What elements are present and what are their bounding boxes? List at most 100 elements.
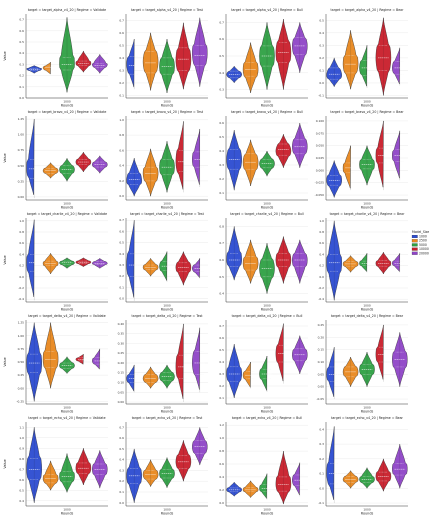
panel-title: target = target_bravo_v4_20 | Regime = T… — [131, 110, 204, 114]
y-tick-label: 0.0 — [119, 501, 124, 505]
violin-body — [392, 130, 400, 179]
y-tick-label: 1.1 — [19, 425, 24, 429]
y-tick-label: 0.5 — [119, 447, 124, 451]
y-tick-label: 0.1 — [119, 285, 124, 289]
y-tick-label: 0.4 — [119, 164, 124, 168]
x-axis-label: Rounds — [61, 104, 74, 108]
y-tick-label: 0.000 — [316, 168, 324, 172]
y-tick-label: 0.7 — [219, 241, 224, 245]
violin-body — [192, 128, 200, 185]
panel: target = target_charlie_v4_20 | Regime =… — [3, 212, 108, 312]
legend-entry-label: 1000 — [419, 235, 427, 239]
y-tick-label: 0.5 — [19, 40, 24, 44]
x-tick-label: 1000 — [263, 406, 271, 410]
y-tick-label: 0.4 — [219, 475, 224, 479]
y-tick-label: 0.5 — [219, 135, 224, 139]
y-tick-label: 0.2 — [219, 488, 224, 492]
x-axis-label: Rounds — [161, 512, 174, 516]
violin-body — [359, 253, 368, 273]
y-tick-label: 1.25 — [18, 117, 25, 121]
y-tick-label: 0.25 — [18, 373, 25, 377]
x-tick-label: 1000 — [363, 202, 371, 206]
violin-body — [392, 253, 400, 273]
x-tick-label: 1000 — [263, 304, 271, 308]
y-tick-label: 0.15 — [318, 348, 325, 352]
y-tick-label: 0.2 — [119, 81, 124, 85]
x-tick-label: 1000 — [63, 304, 71, 308]
y-tick-label: 0.3 — [119, 68, 124, 72]
panels-group: target = target_alpha_v4_20 | Regime = V… — [3, 8, 408, 516]
panel-title: target = target_charlie_v4_20 | Regime =… — [27, 212, 107, 216]
legend-entry-label: 20000 — [419, 251, 429, 255]
violin-body — [42, 61, 51, 75]
y-tick-label: 0.10 — [318, 360, 325, 364]
y-tick-label: -0.05 — [317, 397, 325, 401]
y-tick-label: 1.0 — [319, 219, 324, 223]
y-tick-label: 0.2 — [219, 384, 224, 388]
y-tick-label: 0.6 — [119, 31, 124, 35]
y-tick-label: 0.4 — [219, 71, 224, 75]
y-tick-label: 0.2 — [119, 274, 124, 278]
x-tick-label: 1000 — [163, 304, 171, 308]
y-tick-label: 0.100 — [316, 119, 324, 123]
y-tick-label: 1.0 — [119, 118, 124, 122]
y-tick-label: 0.3 — [119, 263, 124, 267]
violin-body — [375, 120, 384, 188]
y-tick-label: 0.35 — [118, 332, 125, 336]
y-tick-label: 0.3 — [119, 468, 124, 472]
y-tick-label: 0.5 — [119, 43, 124, 47]
y-tick-label: 0.75 — [18, 347, 25, 351]
y-tick-label: 0.0 — [319, 81, 324, 85]
y-tick-label: 0.6 — [219, 121, 224, 125]
y-tick-label: 0.6 — [19, 241, 24, 245]
y-tick-label: 0.1 — [219, 191, 224, 195]
y-tick-label: 0.0 — [119, 297, 124, 301]
panel: target = target_alpha_v4_20 | Regime = V… — [3, 8, 108, 108]
y-tick-label: 1.2 — [219, 423, 224, 427]
y-tick-label: 0.4 — [119, 252, 124, 256]
y-tick-label: 0.4 — [19, 499, 24, 503]
violin-body — [359, 45, 368, 87]
violin-body — [26, 219, 35, 297]
y-tick-label: 0.20 — [318, 335, 325, 339]
y-tick-label: 0.25 — [318, 323, 325, 327]
y-tick-label: 0.3 — [319, 442, 324, 446]
panel: target = target_echo_v4_20 | Regime = Va… — [3, 416, 108, 516]
y-axis-label: Value — [3, 153, 7, 162]
y-tick-label: 0.8 — [319, 230, 324, 234]
y-tick-label: 0.4 — [319, 31, 324, 35]
y-tick-label: 0.4 — [119, 56, 124, 60]
panel: target = target_alpha_v4_20 | Regime = B… — [318, 8, 408, 108]
x-axis-label: Rounds — [161, 206, 174, 210]
y-tick-label: 0.5 — [219, 54, 224, 58]
panel: target = target_echo_v4_20 | Regime = Bu… — [219, 416, 308, 516]
violin-body — [375, 324, 384, 380]
violin-body — [175, 323, 184, 399]
violin-body — [126, 220, 135, 298]
y-tick-label: 0.025 — [316, 156, 324, 160]
y-tick-label: 0.4 — [319, 427, 324, 431]
violin-body — [159, 251, 168, 281]
panel-title: target = target_echo_v4_20 | Regime = Te… — [132, 416, 203, 420]
legend-title: Model_Size — [412, 230, 429, 234]
panel: target = target_delta_v4_20 | Regime = B… — [317, 314, 408, 414]
x-axis-label: Rounds — [161, 410, 174, 414]
y-tick-label: 0.25 — [118, 351, 125, 355]
panel-title: target = target_charlie_v4_20 | Regime =… — [230, 212, 303, 216]
y-tick-label: 0.8 — [119, 133, 124, 137]
y-tick-label: 0.7 — [19, 18, 24, 22]
violin-body — [192, 258, 200, 279]
x-axis-label: Rounds — [361, 410, 374, 414]
y-tick-label: 0.2 — [319, 457, 324, 461]
panel-title: target = target_alpha_v4_20 | Regime = T… — [131, 8, 203, 12]
y-tick-label: -0.25 — [17, 399, 25, 403]
y-tick-label: 0.4 — [219, 149, 224, 153]
y-tick-label: -0.4 — [318, 297, 324, 301]
y-tick-label: 0.5 — [119, 241, 124, 245]
y-tick-label: 0.1 — [119, 93, 124, 97]
y-tick-label: -0.1 — [318, 93, 324, 97]
y-tick-label: 0.05 — [118, 390, 125, 394]
y-tick-label: 0.6 — [119, 436, 124, 440]
violin-body — [392, 47, 400, 84]
